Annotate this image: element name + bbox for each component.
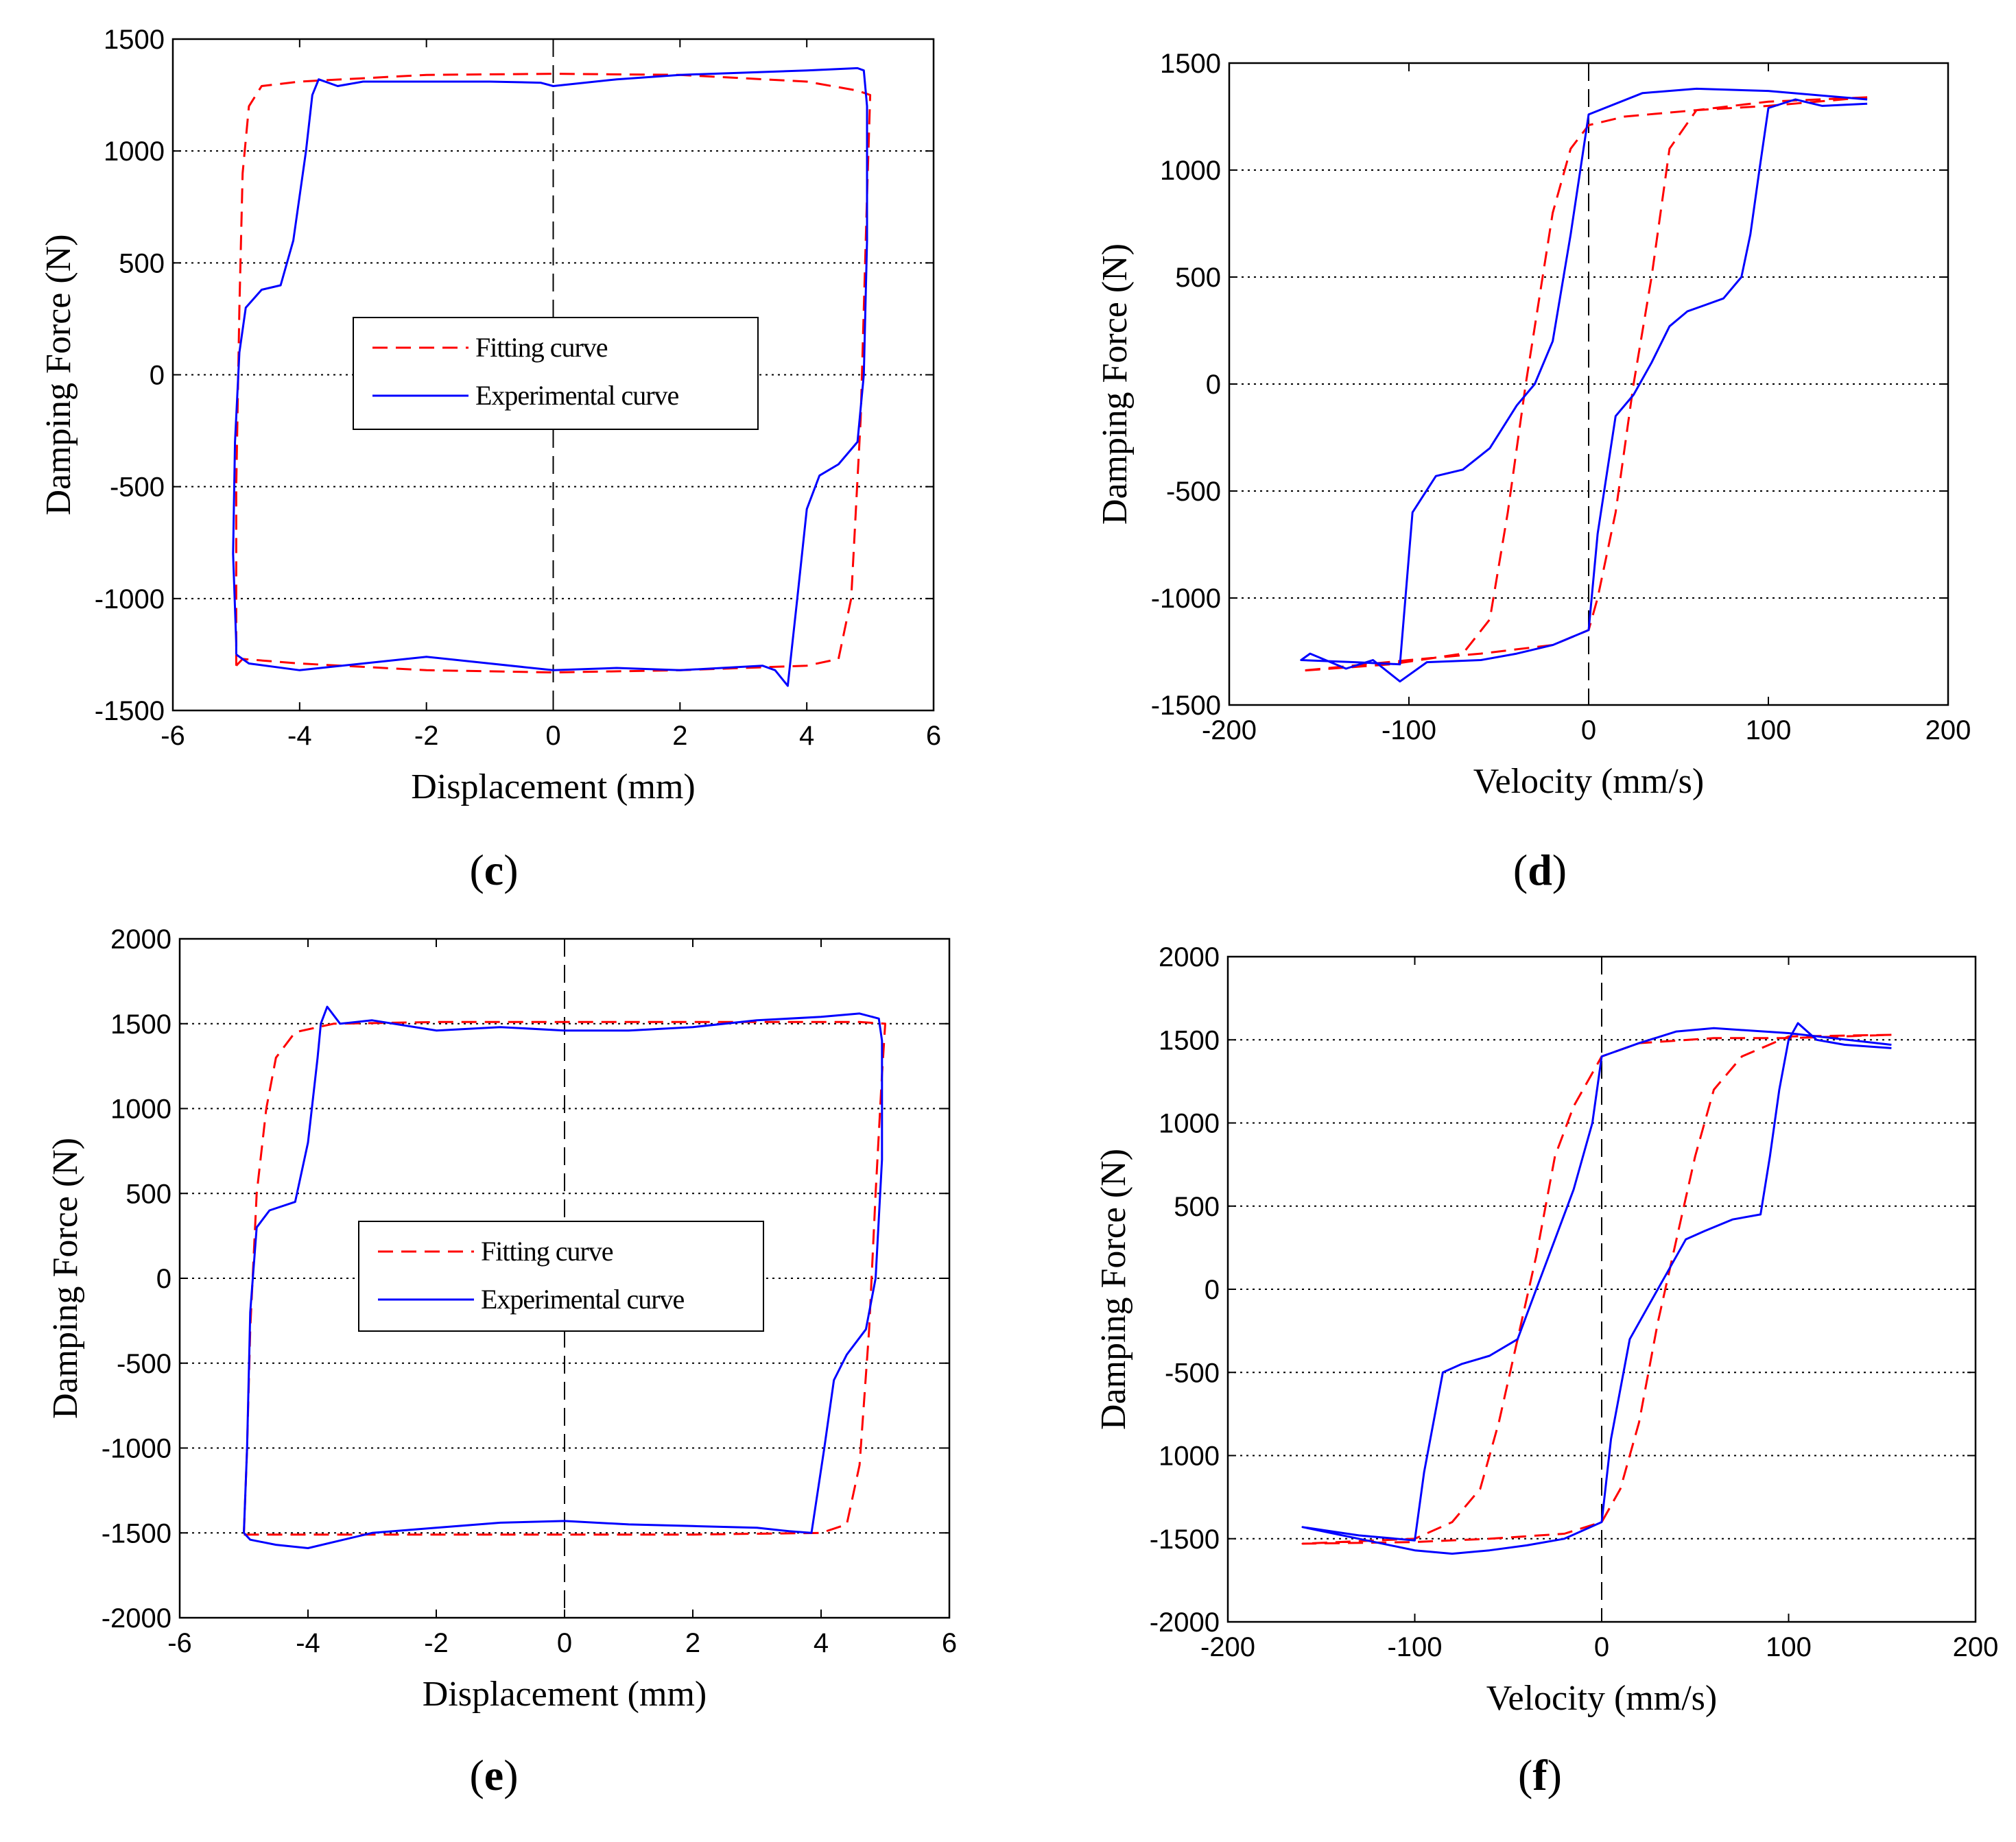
x-tick-label: -4 (296, 1628, 320, 1658)
panel-e: -6 -4 -2 0 2 4 6 -2000 -1500 -1000 -500 0 500 1000 150… (46, 924, 957, 1799)
y-tick-label: 1500 (1159, 1025, 1220, 1055)
legend: Fitting curve Experimental curve (358, 1221, 764, 1332)
x-tick-label: 100 (1746, 715, 1792, 745)
y-tick-label: -1000 (102, 1434, 171, 1464)
y-tick-label: 500 (119, 248, 165, 278)
x-axis-label: Velocity (mm/s) (1473, 762, 1705, 801)
y-tick-label: 0 (1205, 1275, 1220, 1305)
y-tick-label: 500 (1174, 1192, 1220, 1222)
legend-box (353, 317, 759, 430)
panels-root: -6 -4 -2 0 2 4 6-1500-1000-500050010001500Disp… (39, 25, 1998, 1799)
panel-f: -200 -100 0 100 200 -2000 -1500 1000 -500 0 500 100… (1094, 942, 1998, 1799)
y-tick-label: -1000 (1151, 584, 1221, 614)
y-tick-label: -1500 (1151, 691, 1221, 721)
y-tick-label: 2000 (110, 924, 171, 955)
x-tick-label: 200 (1925, 715, 1971, 745)
y-axis-label: Damping Force (N) (39, 234, 78, 515)
x-tick-label: -6 (161, 721, 185, 751)
y-tick-label: -1500 (1150, 1524, 1220, 1555)
y-tick-label: -2000 (1150, 1607, 1220, 1638)
y-axis-label: Damping Force (N) (1095, 243, 1135, 525)
x-tick-label: -100 (1387, 1632, 1442, 1662)
legend-box (358, 1221, 764, 1332)
x-tick-label: 100 (1766, 1632, 1812, 1662)
x-tick-label: -100 (1381, 715, 1436, 745)
x-tick-label: 4 (814, 1628, 829, 1658)
x-axis-label: Displacement (mm) (411, 767, 695, 806)
y-tick-label: 1500 (1160, 49, 1221, 79)
x-tick-label: 2 (685, 1628, 700, 1658)
panel-caption: (f) (1518, 1751, 1562, 1799)
panel-caption: (e) (469, 1751, 518, 1799)
y-axis-label: Damping Force (N) (1094, 1149, 1133, 1430)
series-fitting-line (243, 1020, 886, 1536)
y-tick-label: -500 (117, 1349, 171, 1379)
y-tick-label: -1500 (95, 696, 165, 726)
x-tick-label: 0 (557, 1628, 572, 1658)
panel-c: -6 -4 -2 0 2 4 6 -1500 -1000 -500 0 500 1000 1500 Disp… (39, 25, 941, 894)
panel-caption: (c) (469, 846, 518, 894)
x-tick-label: -4 (287, 721, 312, 751)
x-tick-label: -200 (1200, 1632, 1255, 1662)
y-tick-label: 1500 (110, 1009, 171, 1040)
y-tick-label: 0 (156, 1264, 171, 1294)
legend-label-experimental: Experimental curve (475, 380, 679, 411)
x-axis-label: Velocity (mm/s) (1486, 1679, 1718, 1718)
series-experimental-line (1300, 87, 1868, 683)
x-tick-label: -200 (1202, 715, 1257, 745)
y-tick-label: 1000 (1160, 156, 1221, 186)
y-tick-label: -500 (1166, 477, 1221, 507)
series-fitting-line (1300, 96, 1868, 672)
panel-d: -200 -100 0 100 200-1500-1000-50005001000150… (1095, 49, 1971, 894)
x-tick-label: 4 (799, 721, 814, 751)
y-tick-label: 1000 (104, 136, 165, 167)
x-tick-label: 6 (942, 1628, 957, 1658)
series-experimental-line (1301, 1022, 1892, 1555)
x-tick-label: 0 (1594, 1632, 1609, 1662)
x-tick-label: 0 (545, 721, 560, 751)
x-tick-label: -2 (424, 1628, 449, 1658)
y-tick-label: 0 (1206, 370, 1221, 400)
x-tick-label: 2 (672, 721, 687, 751)
x-tick-label: -6 (167, 1628, 192, 1658)
x-tick-label: 6 (926, 721, 941, 751)
x-tick-label: 200 (1953, 1632, 1999, 1662)
y-tick-label: -500 (110, 473, 165, 503)
y-tick-label: 1500 (104, 25, 165, 55)
y-tick-label: 500 (1175, 263, 1221, 293)
panel-caption: (d) (1513, 846, 1567, 894)
legend-label-fitting: Fitting curve (475, 332, 608, 363)
series-experimental-line (232, 67, 868, 687)
y-tick-label: 2000 (1159, 942, 1220, 972)
x-tick-label: 0 (1581, 715, 1596, 745)
legend-label-experimental: Experimental curve (481, 1284, 685, 1315)
legend-label-fitting: Fitting curve (481, 1236, 613, 1267)
y-axis-label: Damping Force (N) (46, 1138, 85, 1419)
series-fitting-line (235, 73, 872, 673)
series-experimental-line (243, 1005, 884, 1549)
x-axis-label: Displacement (mm) (423, 1675, 707, 1714)
y-tick-label: 1000 (1159, 1442, 1220, 1472)
y-tick-label: 0 (150, 361, 165, 391)
x-tick-label: -2 (414, 721, 439, 751)
y-tick-label: 500 (126, 1179, 171, 1209)
y-tick-label: 1000 (1159, 1109, 1220, 1139)
series-fitting-line (1301, 1033, 1892, 1545)
y-tick-label: -500 (1165, 1358, 1220, 1388)
y-tick-label: -1000 (95, 584, 165, 614)
legend: Fitting curve Experimental curve (353, 317, 759, 430)
y-tick-label: -1500 (102, 1518, 171, 1548)
y-tick-label: 1000 (110, 1095, 171, 1125)
y-tick-label: -2000 (102, 1603, 171, 1634)
